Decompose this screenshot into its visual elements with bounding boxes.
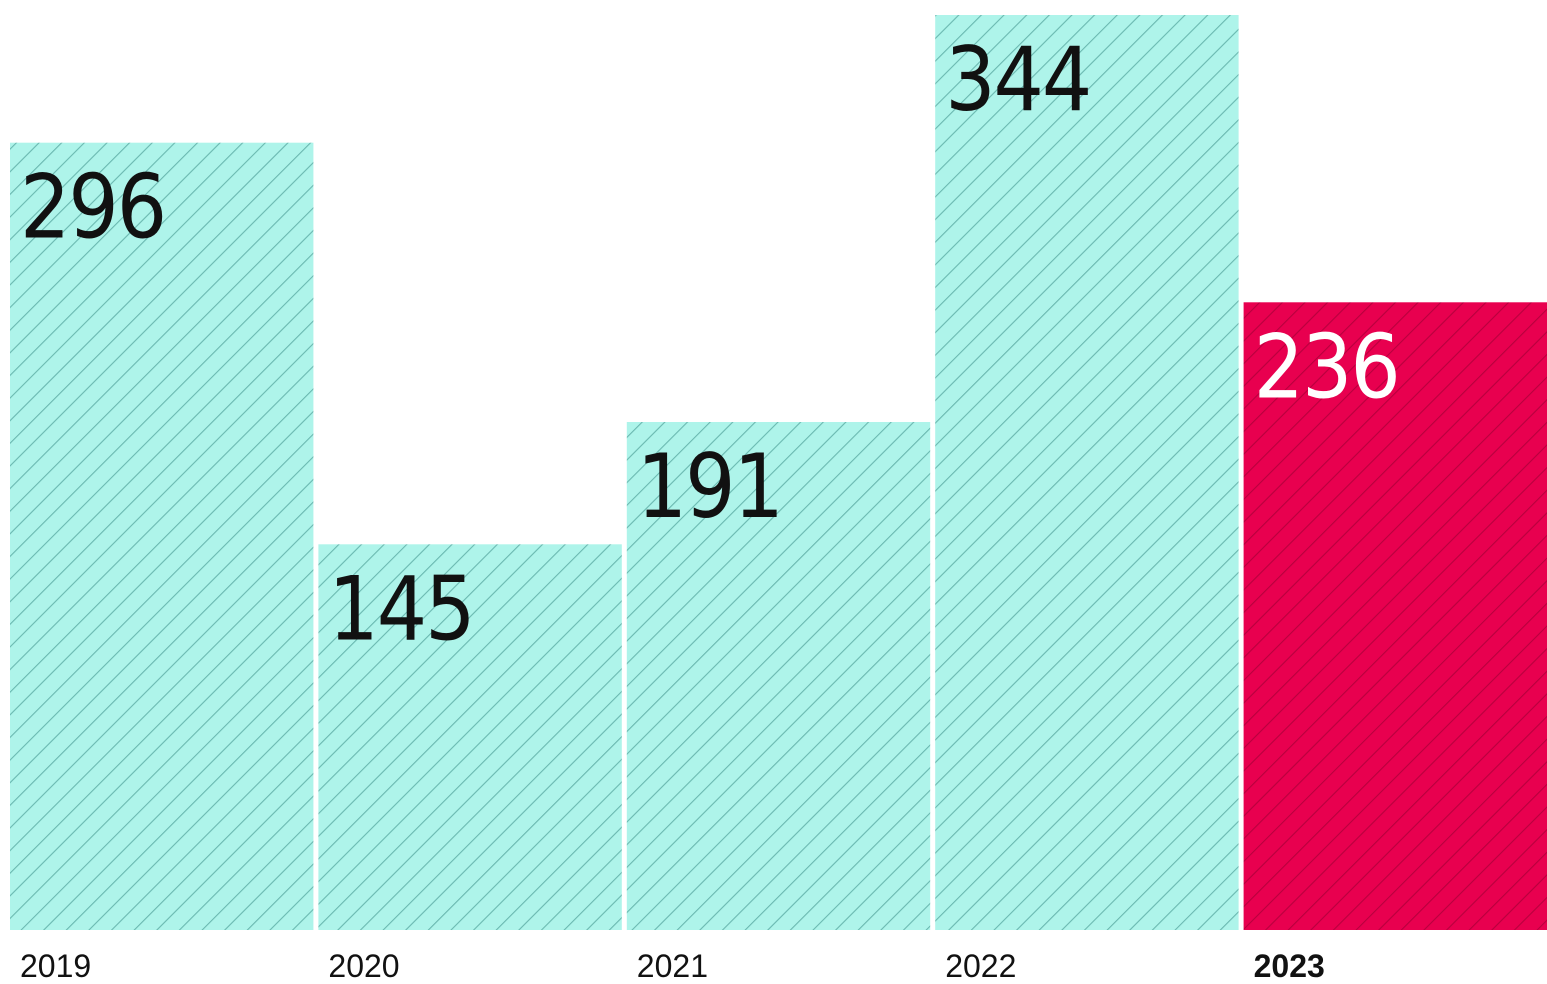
x-tick-label-2021: 2021 bbox=[637, 948, 708, 984]
x-axis-tick-labels: 2019 2020 2021 2022 2023 bbox=[20, 948, 1325, 984]
x-tick-label-2022: 2022 bbox=[945, 948, 1016, 984]
bar-2021 bbox=[626, 422, 931, 930]
bar-2023 bbox=[1243, 302, 1547, 930]
value-labels-group: 296 145 191 344 236 bbox=[20, 28, 1401, 660]
x-tick-label-2020: 2020 bbox=[328, 948, 399, 984]
bars-group bbox=[10, 15, 1547, 930]
bar-2019 bbox=[10, 142, 314, 930]
bar-2022 bbox=[935, 15, 1239, 930]
value-label-2021: 191 bbox=[637, 435, 782, 538]
x-tick-label-2019: 2019 bbox=[20, 948, 91, 984]
x-tick-label-2023: 2023 bbox=[1254, 948, 1325, 984]
value-label-2023: 236 bbox=[1254, 315, 1399, 418]
bar-2020 bbox=[318, 544, 622, 930]
value-label-2019: 296 bbox=[20, 156, 165, 259]
value-label-2022: 344 bbox=[945, 28, 1090, 131]
value-label-2020: 145 bbox=[328, 557, 473, 660]
